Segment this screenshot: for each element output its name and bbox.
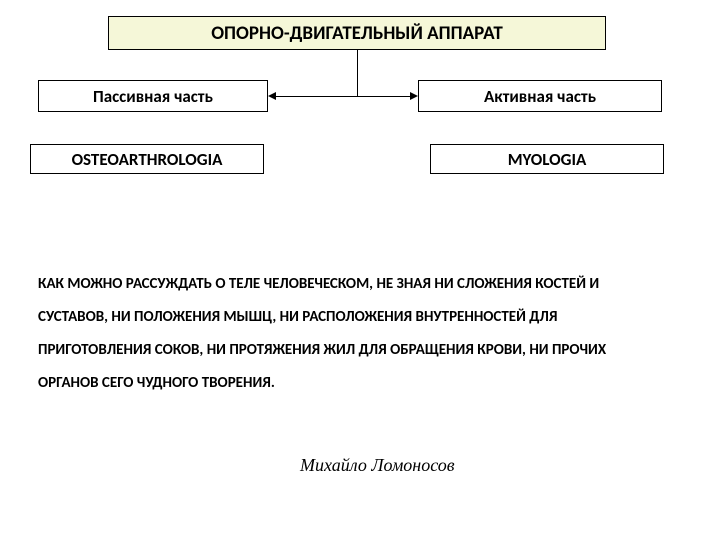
quote-attribution: Михайло Ломоносов [300, 455, 455, 476]
node-active-label: Активная часть [484, 86, 596, 107]
connector-vertical [357, 50, 358, 96]
node-myo: MYOLOGIA [430, 144, 664, 174]
node-passive-label: Пассивная часть [93, 86, 213, 107]
arrow-right [410, 92, 418, 100]
connector-left [276, 96, 357, 97]
node-myo-label: MYOLOGIA [508, 149, 587, 170]
node-osteo: OSTEOARTHROLOGIA [30, 144, 264, 174]
diagram-title: ОПОРНО-ДВИГАТЕЛЬНЫЙ АППАРАТ [108, 16, 606, 50]
node-osteo-label: OSTEOARTHROLOGIA [72, 149, 223, 170]
connector-right [357, 96, 410, 97]
node-active: Активная часть [418, 80, 662, 112]
node-passive: Пассивная часть [38, 80, 268, 112]
quote-text: КАК МОЖНО РАССУЖДАТЬ О ТЕЛЕ ЧЕЛОВЕЧЕСКОМ… [38, 268, 618, 400]
arrow-left [268, 92, 276, 100]
